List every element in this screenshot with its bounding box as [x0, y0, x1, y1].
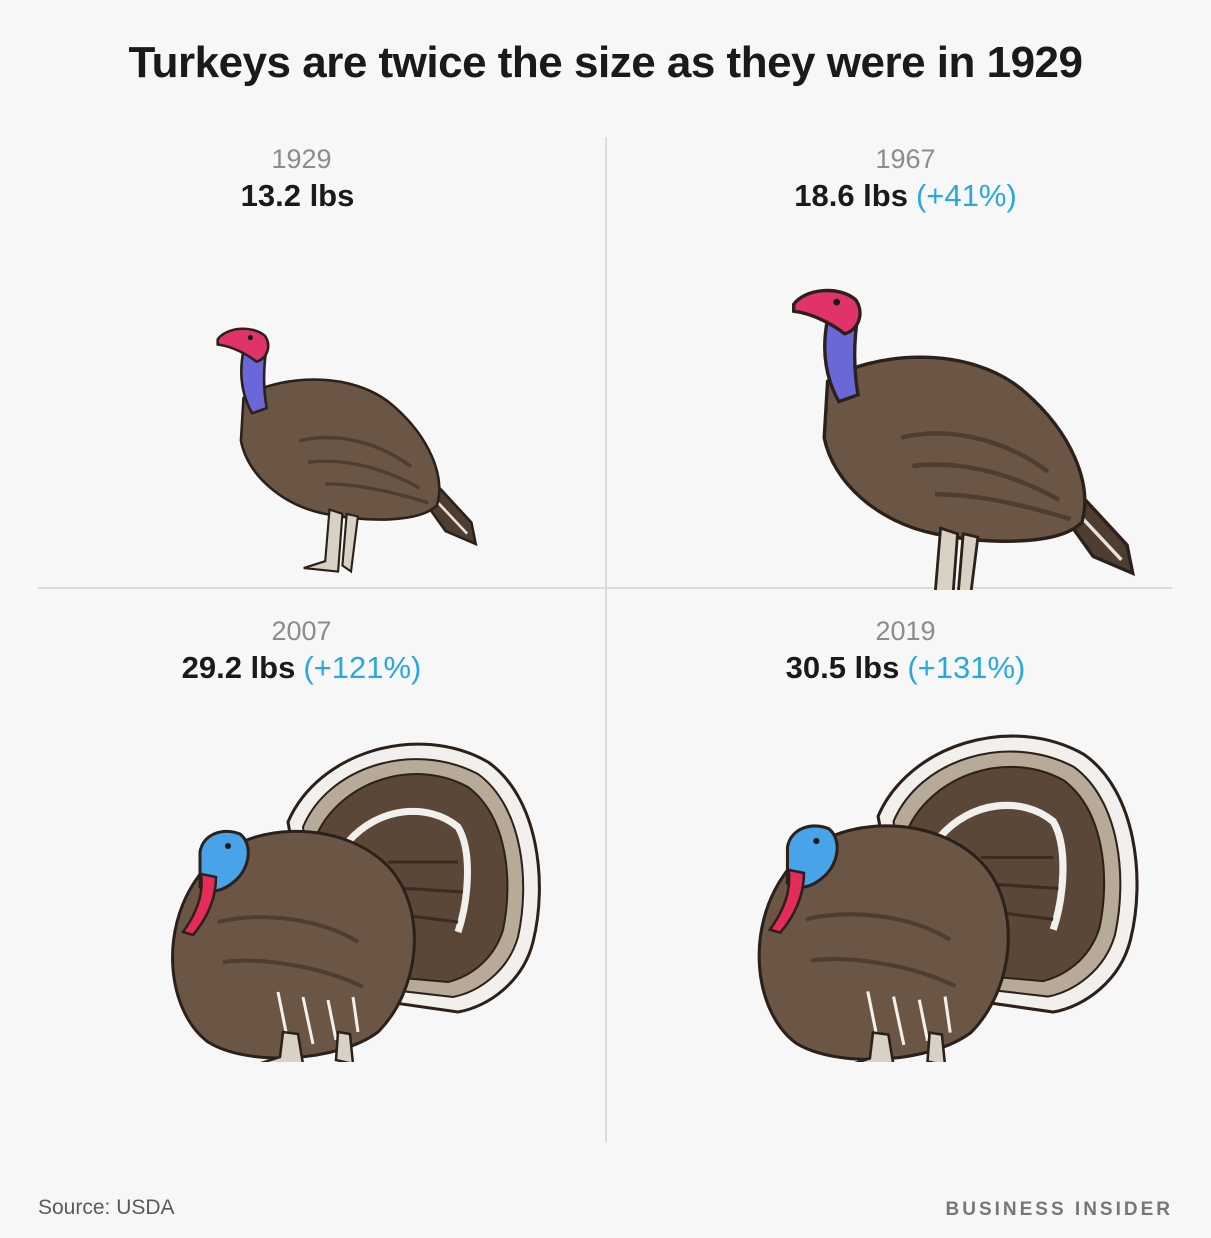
year-label: 1929 [271, 144, 332, 174]
panel-2019: 2019 30.5 lbs (+131%) [622, 612, 1189, 1062]
horizontal-divider [38, 587, 1172, 589]
weight-value: 30.5 lbs [785, 650, 900, 685]
year-label: 1967 [875, 144, 936, 174]
source-value: USDA [116, 1196, 175, 1219]
weight-label: 29.2 lbs (+121%) [18, 650, 585, 686]
chart-title: Turkeys are twice the size as they were … [128, 38, 1083, 87]
percent-change: (+131%) [907, 650, 1026, 685]
turkey-hen-icon [792, 288, 1135, 590]
year-label: 2007 [271, 616, 332, 646]
panel-1929: 1929 13.2 lbs [18, 140, 585, 590]
turkey-tom-icon [757, 734, 1139, 1062]
panel-2007: 2007 29.2 lbs (+121%) [18, 612, 585, 1062]
percent-change: (+41%) [915, 178, 1017, 213]
turkey-hen-icon [216, 327, 478, 574]
year-label: 2019 [875, 616, 936, 646]
percent-change: (+121%) [303, 650, 422, 685]
brand-logo: BUSINESS INSIDER [945, 1199, 1173, 1220]
weight-value: 18.6 lbs [794, 178, 908, 213]
weight-value: 29.2 lbs [181, 650, 296, 685]
source-label: Source: [38, 1196, 111, 1219]
vertical-divider [605, 137, 607, 1142]
weight-label: 18.6 lbs (+41%) [622, 178, 1189, 214]
weight-value: 13.2 lbs [240, 178, 355, 213]
weight-label: 13.2 lbs [18, 178, 585, 214]
turkey-tom-icon [171, 742, 541, 1062]
panel-1967: 1967 18.6 lbs (+41%) [622, 140, 1189, 590]
weight-label: 30.5 lbs (+131%) [622, 650, 1189, 686]
source-note: Source: USDA [38, 1196, 175, 1220]
